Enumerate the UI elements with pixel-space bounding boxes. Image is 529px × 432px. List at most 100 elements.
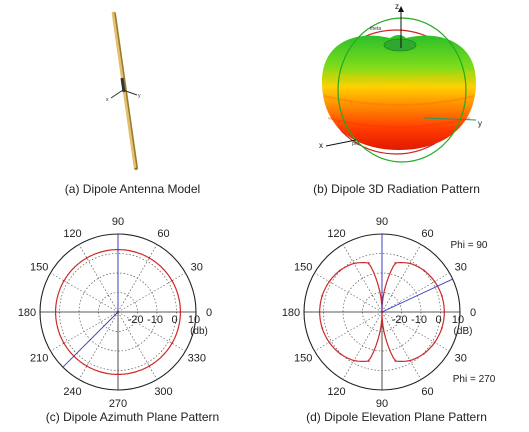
- axis-y-label: y: [138, 93, 141, 99]
- caption-antenna-model: (a) Dipole Antenna Model: [64, 182, 201, 196]
- pattern-data-point: [443, 311, 446, 313]
- pattern-data-point: [394, 262, 397, 264]
- angle-tick-label: 210: [30, 353, 48, 365]
- phi-label: phi: [352, 141, 359, 147]
- pattern-data-point: [328, 341, 331, 344]
- angle-tick-label: 30: [455, 262, 467, 274]
- angular-grid-spoke: [342, 311, 383, 380]
- radial-tick-label: -10: [411, 314, 427, 326]
- pattern-data-point: [85, 365, 88, 367]
- radial-tick-label: -20: [128, 314, 144, 326]
- pattern-data-point: [440, 327, 443, 329]
- angle-tick-label: 0: [206, 307, 212, 319]
- radial-tick-label: 10: [452, 314, 464, 326]
- pattern-data-point: [367, 262, 370, 264]
- angular-grid-spoke: [117, 244, 158, 313]
- z-axis-arrow-icon: [398, 6, 404, 12]
- angular-grid-spoke: [50, 272, 119, 313]
- theta-orbit-ring: [337, 17, 467, 163]
- pattern-data-point: [179, 311, 182, 313]
- angle-tick-label: 30: [191, 262, 203, 274]
- angle-tick-label: 270: [109, 398, 127, 408]
- theta-label: theta: [370, 26, 381, 32]
- angular-grid-spoke: [117, 311, 186, 352]
- axis-x-label-3d: x: [319, 141, 323, 150]
- pattern-data-point: [422, 269, 425, 272]
- pattern-data-point: [63, 342, 65, 345]
- pattern-data-point: [339, 269, 342, 272]
- pattern-data-point: [63, 279, 65, 282]
- angular-grid-spoke: [78, 311, 119, 380]
- angle-tick-label: 150: [30, 262, 48, 274]
- pattern-data-point: [117, 373, 119, 376]
- pattern-data-point: [54, 311, 57, 313]
- angular-grid-spoke: [314, 311, 383, 352]
- radial-unit-label: (db): [190, 326, 208, 337]
- caption-azimuth: (c) Dipole Azimuth Plane Pattern: [45, 410, 220, 424]
- pattern-data-point: [328, 280, 331, 283]
- radial-tick-label: 0: [171, 314, 177, 326]
- pattern-data-point: [148, 365, 151, 367]
- panel-elevation: 0 30 60 90 120 150 180 150 120 90 60 30 -20 -10 0 10 (dB…: [264, 214, 529, 432]
- donut-body: [322, 35, 476, 150]
- angle-tick-label: 180: [282, 307, 300, 319]
- angular-grid-spoke: [117, 311, 158, 380]
- elevation-polar-chart: 0 30 60 90 120 150 180 150 120 90 60 30 -20 -10 0 10(dB…: [282, 216, 496, 410]
- pattern-data-point: [171, 342, 173, 345]
- radial-tick-label: 0: [435, 314, 441, 326]
- angle-tick-label: 120: [327, 228, 345, 240]
- angular-grid-spoke: [78, 244, 119, 313]
- phi-270-label: Phi = 270: [453, 374, 496, 385]
- pattern-data-point: [422, 352, 425, 355]
- angular-grid-spoke: [314, 272, 383, 313]
- angular-grid-spoke: [381, 272, 450, 313]
- pattern-data-point: [148, 257, 151, 259]
- angle-tick-label: 240: [63, 386, 81, 398]
- angle-tick-label: 150: [294, 353, 312, 365]
- pattern-data-point: [171, 279, 173, 282]
- pattern-data-point: [321, 327, 324, 329]
- y-axis-arrow: [122, 89, 138, 96]
- panel-antenna-model: x y (a) Dipole Antenna Model: [0, 0, 265, 205]
- angle-tick-label: 180: [18, 307, 36, 319]
- antenna-feed-gap: [120, 77, 126, 93]
- axis-z-label: z: [395, 2, 399, 11]
- angle-tick-label: 60: [421, 228, 433, 240]
- donut-top-dimple: [383, 38, 417, 52]
- marker-ray: [62, 311, 119, 368]
- pattern-data-point: [433, 280, 436, 283]
- pattern-data-point: [433, 341, 436, 344]
- radial-unit-label: (dB): [454, 326, 473, 337]
- angle-tick-label: 90: [376, 398, 388, 408]
- angular-grid-spoke: [381, 311, 422, 380]
- angular-grid-spoke: [381, 311, 450, 352]
- x-axis: [325, 139, 357, 147]
- angle-tick-label: 30: [455, 353, 467, 365]
- pattern-data-point: [394, 360, 397, 362]
- pattern-data-point: [409, 359, 411, 362]
- angle-tick-label: 60: [157, 228, 169, 240]
- radial-tick-label: -10: [147, 314, 163, 326]
- angular-grid-spoke: [342, 244, 383, 313]
- marker-ray: [381, 278, 453, 313]
- donut-band-1: [323, 71, 475, 81]
- antenna-model-figure: x y: [106, 11, 141, 170]
- phi-90-label: Phi = 90: [451, 240, 488, 251]
- angle-tick-label: 330: [188, 353, 206, 365]
- pattern-data-point: [440, 295, 443, 297]
- caption-elevation: (d) Dipole Elevation Plane Pattern: [306, 410, 487, 424]
- x-axis-arrow: [110, 89, 124, 99]
- pattern-data-point: [367, 360, 370, 362]
- angle-tick-label: 90: [112, 216, 124, 228]
- angular-grid-spoke: [381, 244, 422, 313]
- angle-tick-label: 150: [294, 262, 312, 274]
- panel-azimuth: 0 30 60 90 120 150 180 210 240 270 300 330 -20 -10 0 10…: [0, 214, 265, 432]
- panel-3d-pattern: z y x theta phi (b) Dipole 3D Radiation …: [264, 0, 529, 205]
- axis-y-label-3d: y: [478, 119, 482, 128]
- donut-band-2: [323, 95, 475, 106]
- pattern-data-point: [353, 359, 355, 362]
- angle-tick-label: 120: [63, 228, 81, 240]
- angular-grid-spoke: [50, 311, 119, 352]
- angle-tick-label: 60: [421, 386, 433, 398]
- angle-tick-label: 120: [327, 386, 345, 398]
